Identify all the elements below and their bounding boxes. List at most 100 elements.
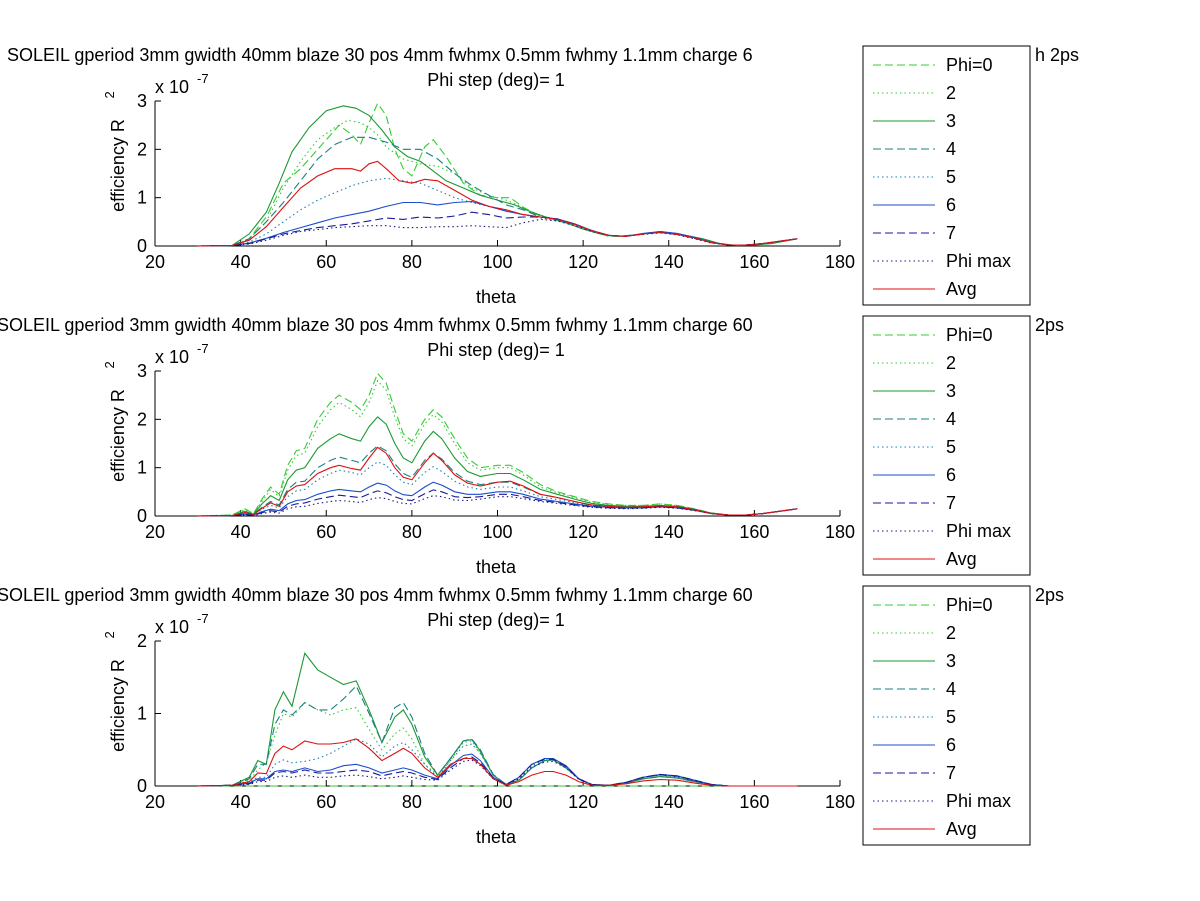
legend-label: 2 xyxy=(946,83,956,103)
legend-label: 3 xyxy=(946,651,956,671)
legend-label: Avg xyxy=(946,819,977,839)
x-tick-label: 100 xyxy=(482,252,512,272)
series-line-8 xyxy=(197,759,798,787)
chart-title: SOLEIL gperiod 3mm gwidth 40mm blaze 30 … xyxy=(0,585,753,605)
series-line-3 xyxy=(197,105,798,247)
legend-label: Avg xyxy=(946,549,977,569)
y-tick-label: 0 xyxy=(137,776,147,796)
x-tick-label: 120 xyxy=(568,252,598,272)
legend-label: 6 xyxy=(946,195,956,215)
chart-subtitle: Phi step (deg)= 1 xyxy=(427,70,565,90)
x-tick-label: 60 xyxy=(316,522,336,542)
series-line-3 xyxy=(197,416,798,517)
x-tick-label: 180 xyxy=(825,252,855,272)
legend-box xyxy=(862,585,1031,846)
series-line-9 xyxy=(197,446,798,517)
series-line-8 xyxy=(197,495,798,517)
y-axis-label-exponent: 2 xyxy=(102,631,117,638)
y-axis-label-group: efficiency R 2 xyxy=(102,91,128,212)
legend-label: 7 xyxy=(946,763,956,783)
legend-label: 7 xyxy=(946,223,956,243)
legend-label: Phi max xyxy=(946,251,1011,271)
chart-subtitle: Phi step (deg)= 1 xyxy=(427,340,565,360)
x-tick-label: 60 xyxy=(316,252,336,272)
series-line-5 xyxy=(197,177,798,247)
chart-subtitle: Phi step (deg)= 1 xyxy=(427,610,565,630)
legend-label: Phi=0 xyxy=(946,325,993,345)
chart-title: SOLEIL gperiod 3mm gwidth 40mm blaze 30 … xyxy=(7,45,753,65)
x-tick-label: 40 xyxy=(231,522,251,542)
y-tick-label: 2 xyxy=(137,631,147,651)
chart-title-suffix: h 2ps xyxy=(1035,45,1079,65)
x-tick-label: 180 xyxy=(825,792,855,812)
legend: Phi=0 2 3 4 5 6 7 Phi max Avg xyxy=(862,315,1031,576)
y-axis-label-group: efficiency R 2 xyxy=(102,631,128,752)
legend-label: 6 xyxy=(946,735,956,755)
y-axis-label: efficiency R xyxy=(108,119,128,212)
y-multiplier-exponent: -7 xyxy=(197,71,209,86)
series-line-2 xyxy=(197,379,798,517)
y-multiplier: x 10 xyxy=(155,617,189,637)
x-tick-label: 20 xyxy=(145,792,165,812)
y-tick-label: 3 xyxy=(137,91,147,111)
y-tick-label: 1 xyxy=(137,188,147,208)
chart-title-suffix: 2ps xyxy=(1035,315,1064,335)
legend-label: 5 xyxy=(946,437,956,457)
x-tick-label: 80 xyxy=(402,522,422,542)
y-axis-label-exponent: 2 xyxy=(102,361,117,368)
x-axis-label: theta xyxy=(476,287,517,307)
chart-title: SOLEIL gperiod 3mm gwidth 40mm blaze 30 … xyxy=(0,315,753,335)
legend-box xyxy=(862,315,1031,576)
y-tick-label: 0 xyxy=(137,506,147,526)
x-tick-label: 80 xyxy=(402,792,422,812)
legend-label: Phi max xyxy=(946,521,1011,541)
y-tick-label: 2 xyxy=(137,409,147,429)
x-tick-label: 20 xyxy=(145,522,165,542)
legend-label: 6 xyxy=(946,465,956,485)
y-tick-label: 1 xyxy=(137,458,147,478)
y-tick-label: 2 xyxy=(137,139,147,159)
y-axis-label: efficiency R xyxy=(108,389,128,482)
legend-box xyxy=(862,45,1031,306)
y-multiplier: x 10 xyxy=(155,347,189,367)
series-line-5 xyxy=(197,738,798,787)
y-axis-label-group: efficiency R 2 xyxy=(102,361,128,482)
y-axis-label: efficiency R xyxy=(108,659,128,752)
legend-label: 5 xyxy=(946,167,956,187)
x-tick-label: 120 xyxy=(568,792,598,812)
x-tick-label: 60 xyxy=(316,792,336,812)
subplot-2: SOLEIL gperiod 3mm gwidth 40mm blaze 30 … xyxy=(0,315,1064,577)
legend-label: Phi=0 xyxy=(946,55,993,75)
legend-label: 7 xyxy=(946,493,956,513)
legend-label: 4 xyxy=(946,409,956,429)
x-axis-label: theta xyxy=(476,557,517,577)
x-tick-label: 160 xyxy=(739,252,769,272)
x-tick-label: 120 xyxy=(568,522,598,542)
series-line-2 xyxy=(197,701,798,787)
x-tick-label: 100 xyxy=(482,792,512,812)
legend-label: Avg xyxy=(946,279,977,299)
y-tick-label: 3 xyxy=(137,361,147,381)
legend-label: Phi max xyxy=(946,791,1011,811)
series-line-4 xyxy=(197,136,798,247)
series-line-1 xyxy=(197,102,798,247)
legend-label: 2 xyxy=(946,353,956,373)
y-axis-label-exponent: 2 xyxy=(102,91,117,98)
x-tick-label: 140 xyxy=(654,792,684,812)
chart-title-suffix: 2ps xyxy=(1035,585,1064,605)
legend-label: 5 xyxy=(946,707,956,727)
legend: Phi=0 2 3 4 5 6 7 Phi max Avg xyxy=(862,45,1031,306)
legend-label: 3 xyxy=(946,381,956,401)
x-tick-label: 180 xyxy=(825,522,855,542)
legend-label: 3 xyxy=(946,111,956,131)
x-tick-label: 100 xyxy=(482,522,512,542)
subplot-3: SOLEIL gperiod 3mm gwidth 40mm blaze 30 … xyxy=(0,585,1064,847)
legend-label: 4 xyxy=(946,139,956,159)
x-tick-label: 20 xyxy=(145,252,165,272)
y-multiplier-exponent: -7 xyxy=(197,341,209,356)
x-tick-label: 140 xyxy=(654,252,684,272)
x-tick-label: 40 xyxy=(231,792,251,812)
subplot-1: SOLEIL gperiod 3mm gwidth 40mm blaze 30 … xyxy=(7,45,1079,307)
x-tick-label: 140 xyxy=(654,522,684,542)
x-tick-label: 40 xyxy=(231,252,251,272)
